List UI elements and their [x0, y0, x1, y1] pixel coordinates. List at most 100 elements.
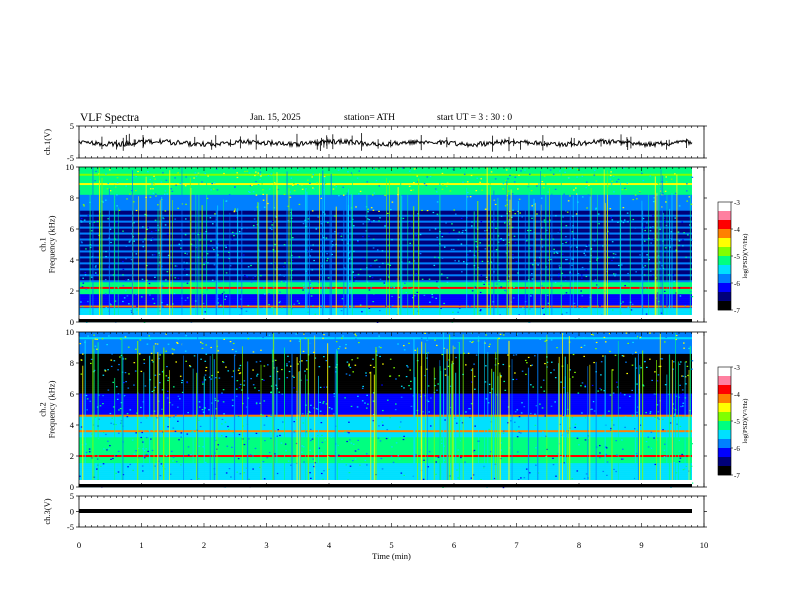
speckle	[437, 286, 440, 288]
speckle	[624, 187, 626, 189]
speckle	[454, 260, 456, 262]
speckle	[514, 242, 517, 244]
spectrum-band	[79, 234, 692, 237]
speckle	[197, 477, 200, 480]
speckle	[185, 335, 187, 337]
speckle	[320, 452, 323, 454]
speckle	[685, 190, 688, 192]
speckle	[388, 425, 390, 427]
speckle	[416, 175, 419, 177]
speckle	[222, 289, 224, 291]
speckle	[113, 423, 115, 425]
speckle	[246, 276, 248, 278]
speckle	[341, 458, 343, 460]
speckle	[99, 405, 102, 407]
speckle	[611, 259, 613, 262]
speckle	[435, 461, 438, 463]
speckle	[516, 436, 519, 438]
speckle	[201, 426, 204, 428]
speckle	[279, 284, 281, 287]
speckle	[581, 175, 584, 177]
speckle	[89, 400, 92, 402]
speckle	[301, 184, 303, 186]
speckle	[277, 188, 279, 191]
speckle	[593, 169, 596, 172]
speckle	[626, 212, 629, 214]
spectrum-band	[79, 399, 692, 402]
speckle	[606, 461, 609, 463]
speckle	[127, 387, 130, 389]
speckle	[279, 434, 281, 437]
speckle	[197, 233, 199, 236]
ch2-spectrogram-image	[79, 332, 694, 489]
speckle	[134, 370, 137, 372]
speckle	[645, 441, 648, 443]
speckle	[243, 380, 246, 382]
speckle	[653, 238, 655, 241]
speckle	[425, 352, 428, 354]
speckle	[620, 264, 623, 266]
speckle	[395, 403, 397, 405]
speckle	[444, 368, 446, 370]
speckle	[191, 431, 193, 433]
speckle	[166, 193, 169, 195]
speckle	[162, 465, 164, 467]
speckle	[302, 412, 304, 414]
speckle	[512, 378, 515, 381]
speckle	[583, 344, 586, 347]
speckle	[471, 290, 474, 292]
speckle	[372, 413, 375, 416]
speckle	[591, 408, 593, 410]
speckle	[331, 253, 334, 256]
speckle	[652, 478, 654, 480]
speckle	[510, 216, 513, 218]
speckle	[145, 453, 148, 456]
speckle	[583, 252, 586, 254]
speckle	[277, 417, 279, 419]
speckle	[371, 352, 373, 354]
speckle	[90, 398, 93, 400]
speckle	[202, 302, 205, 305]
speckle	[574, 426, 576, 429]
speckle	[223, 338, 226, 340]
speckle	[553, 248, 555, 250]
spectrum-band	[79, 302, 692, 305]
spectrum-band	[79, 246, 692, 249]
speckle	[349, 366, 352, 369]
speckle	[598, 456, 601, 459]
y-tick-label: 4	[70, 255, 75, 265]
speckle	[541, 285, 543, 287]
speckle	[653, 203, 655, 205]
speckle	[323, 175, 326, 178]
y-axis-label: ch.2	[38, 402, 48, 416]
y-tick-label: 6	[70, 224, 74, 234]
speckle	[523, 460, 526, 462]
speckle	[446, 281, 449, 283]
speckle	[233, 210, 236, 212]
speckle	[245, 310, 248, 312]
speckle	[330, 349, 333, 352]
speckle	[472, 254, 475, 256]
speckle	[94, 345, 97, 347]
speckle	[632, 440, 635, 442]
spectrum-band	[79, 272, 692, 275]
speckle	[200, 358, 202, 360]
speckle	[445, 222, 447, 224]
speckle	[643, 432, 646, 434]
speckle	[293, 182, 295, 185]
speckle	[123, 381, 125, 384]
speckle	[495, 346, 498, 348]
speckle	[609, 178, 612, 180]
spectrum-band	[79, 238, 692, 241]
speckle	[622, 301, 624, 303]
speckle	[291, 237, 294, 239]
speckle	[683, 347, 685, 349]
speckle	[609, 208, 612, 210]
speckle	[691, 443, 693, 445]
speckle	[161, 389, 164, 391]
speckle	[357, 241, 359, 243]
colorbar-segment	[718, 430, 731, 440]
y-axis-label: Frequency (kHz)	[47, 380, 57, 438]
speckle	[408, 185, 411, 187]
speckle	[338, 195, 340, 197]
